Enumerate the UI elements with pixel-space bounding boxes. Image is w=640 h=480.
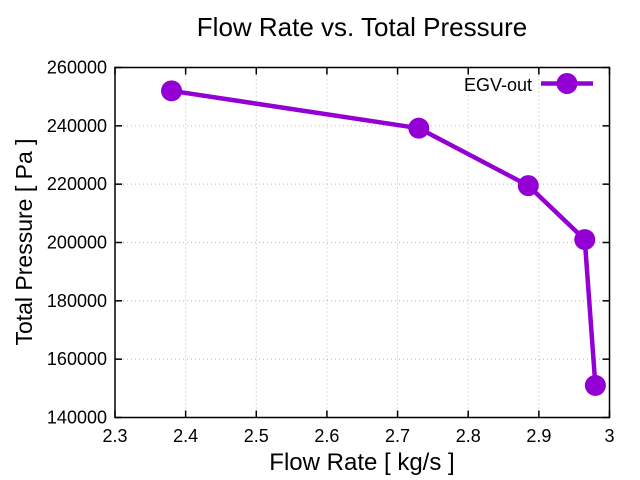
- data-point-marker: [408, 117, 430, 139]
- legend-marker-icon: [556, 73, 578, 94]
- y-tick-label: 140000: [47, 408, 107, 428]
- x-tick-label: 3: [604, 426, 614, 446]
- x-tick-label: 2.4: [173, 426, 198, 446]
- y-tick-label: 180000: [47, 291, 107, 311]
- y-tick-label: 200000: [47, 233, 107, 253]
- y-axis-label: Total Pressure [ Pa ]: [11, 138, 37, 346]
- x-axis-label: Flow Rate [ kg/s ]: [269, 449, 455, 476]
- data-point-marker: [574, 229, 596, 251]
- y-tick-label: 240000: [47, 116, 107, 136]
- x-tick-label: 2.6: [314, 426, 339, 446]
- x-tick-label: 2.3: [102, 426, 127, 446]
- x-tick-label: 2.7: [385, 426, 410, 446]
- y-tick-label: 260000: [47, 58, 107, 78]
- y-tick-label: 160000: [47, 349, 107, 369]
- x-tick-label: 2.9: [526, 426, 551, 446]
- chart-title: Flow Rate vs. Total Pressure: [196, 12, 528, 42]
- data-point-marker: [161, 80, 183, 102]
- legend-label: EGV-out: [464, 75, 532, 95]
- x-tick-label: 2.5: [244, 426, 269, 446]
- series-line: [169, 88, 598, 388]
- data-point-marker: [517, 175, 539, 197]
- x-tick-label: 2.8: [456, 426, 481, 446]
- y-tick-label: 220000: [47, 174, 107, 194]
- plot-border: [114, 66, 611, 419]
- data-point-marker: [584, 374, 606, 396]
